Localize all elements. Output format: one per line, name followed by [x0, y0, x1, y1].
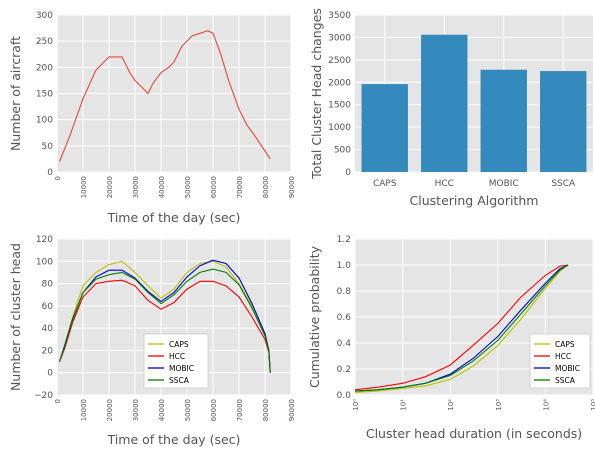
x-tick-label: 10⁴ [542, 399, 550, 411]
legend-label: HCC [169, 352, 185, 361]
y-tick-label: 50 [42, 142, 54, 152]
y-tick-label: 3000 [328, 33, 351, 43]
x-tick-label: 10³ [495, 399, 503, 411]
x-tick-label: 50000 [184, 176, 192, 198]
y-tick-label: −20 [34, 391, 53, 401]
legend-box [143, 333, 209, 389]
y-tick-label: 0 [47, 369, 53, 379]
x-axis-label: Cluster head duration (in seconds) [366, 426, 582, 441]
series-line-caps [354, 264, 569, 393]
bar-hcc [421, 34, 468, 172]
series-line-hcc [59, 279, 271, 373]
y-tick-label: 500 [334, 146, 351, 156]
y-tick-label: 150 [36, 90, 53, 100]
legend: CAPS HCC MOBIC SSCA [529, 333, 591, 389]
y-tick-label: 0 [345, 168, 351, 178]
y-axis-label: Cumulative probability [307, 245, 322, 388]
x-tick-label: CAPS [373, 179, 397, 189]
series-line-ssca [354, 264, 569, 392]
x-tick-label: MOBIC [489, 179, 519, 189]
x-tick-label: 40000 [158, 399, 166, 421]
series-line-caps [59, 260, 271, 373]
bar-ssca [540, 71, 587, 172]
legend-label: HCC [555, 352, 571, 361]
legend-box [529, 333, 591, 389]
legend: CAPS HCC MOBIC SSCA [143, 333, 209, 389]
x-tick-label: 30000 [132, 176, 140, 198]
y-tick-label: 100 [36, 116, 53, 126]
y-tick-label: 2000 [328, 78, 351, 88]
x-tick-label: HCC [435, 179, 454, 189]
x-axis-label: Clustering Algorithm [410, 193, 539, 208]
legend-label: SSCA [555, 376, 576, 385]
x-tick-label: 70000 [236, 176, 244, 198]
bar-caps [361, 84, 408, 172]
x-tick-label: 50000 [184, 399, 192, 421]
x-tick-label: 30000 [132, 399, 140, 421]
y-tick-label: 60 [42, 302, 54, 312]
x-tick-label: 60000 [210, 176, 218, 198]
y-tick-label: 40 [42, 324, 54, 334]
legend-label: MOBIC [555, 364, 580, 373]
y-tick-label: 2500 [328, 56, 351, 66]
x-tick-label: 0 [54, 176, 62, 180]
y-tick-label: 100 [36, 257, 53, 267]
x-tick-label: 0 [54, 399, 62, 403]
y-tick-label: 1.0 [337, 261, 352, 271]
x-tick-label: 10¹ [400, 399, 408, 411]
y-tick-label: 1000 [328, 123, 351, 133]
y-tick-label: 80 [42, 280, 54, 290]
chart-head-duration-cdf: 0.0 0.2 0.4 0.6 0.8 1.0 1.2 10⁰ 10¹ 10² 10³ 10⁴ 10⁵ C… [307, 235, 595, 441]
y-tick-label: 0.0 [337, 391, 352, 401]
y-tick-label: 200 [36, 63, 53, 73]
legend-label: MOBIC [169, 364, 194, 373]
x-tick-label: 60000 [210, 399, 218, 421]
chart-head-changes: 0 500 1000 1500 2000 2500 3000 3500 CAPS HCC MOBIC… [309, 8, 593, 208]
y-tick-label: 300 [36, 11, 53, 21]
bar-mobic [480, 69, 527, 172]
x-axis-label: Time of the day (sec) [107, 210, 241, 225]
x-tick-label: 90000 [288, 399, 296, 421]
x-axis-label: Time of the day (sec) [107, 432, 241, 447]
y-axis-label: Number of cluster head [8, 243, 23, 391]
y-tick-label: 0.8 [337, 287, 352, 297]
y-tick-label: 0.4 [337, 339, 352, 349]
legend-label: CAPS [555, 340, 575, 349]
y-tick-label: 0.6 [337, 313, 352, 323]
x-tick-label: 80000 [262, 399, 270, 421]
y-tick-label: 120 [36, 235, 53, 245]
chart-aircraft: 0 50 100 150 200 250 300 0 10000 20000 30000 40000 5… [8, 11, 296, 225]
x-tick-label: 70000 [236, 399, 244, 421]
y-tick-label: 250 [36, 37, 53, 47]
x-tick-label: 40000 [158, 176, 166, 198]
x-tick-label: 10⁵ [590, 399, 595, 411]
y-tick-label: 20 [42, 346, 54, 356]
y-axis-label: Total Cluster Head changes [309, 8, 324, 180]
x-tick-label: 90000 [288, 176, 296, 198]
y-tick-label: 3500 [328, 11, 351, 21]
x-tick-label: 10⁰ [352, 399, 360, 411]
x-tick-label: 20000 [106, 176, 114, 198]
x-tick-label: 10² [447, 399, 455, 411]
y-tick-label: 1.2 [337, 235, 351, 245]
legend-label: SSCA [169, 376, 190, 385]
y-tick-label: 1500 [328, 101, 351, 111]
y-tick-label: 0.2 [337, 365, 351, 375]
x-tick-label: 80000 [262, 176, 270, 198]
x-tick-label: 20000 [106, 399, 114, 421]
x-tick-label: SSCA [551, 179, 576, 189]
series-line-hcc [354, 264, 569, 391]
x-tick-label: 10000 [80, 399, 88, 421]
y-axis-label: Number of aircraft [8, 36, 23, 151]
legend-label: CAPS [169, 340, 189, 349]
series-line-ssca [59, 268, 271, 373]
x-tick-label: 10000 [80, 176, 88, 198]
y-tick-label: 0 [47, 168, 53, 178]
series-line-0 [59, 30, 271, 162]
